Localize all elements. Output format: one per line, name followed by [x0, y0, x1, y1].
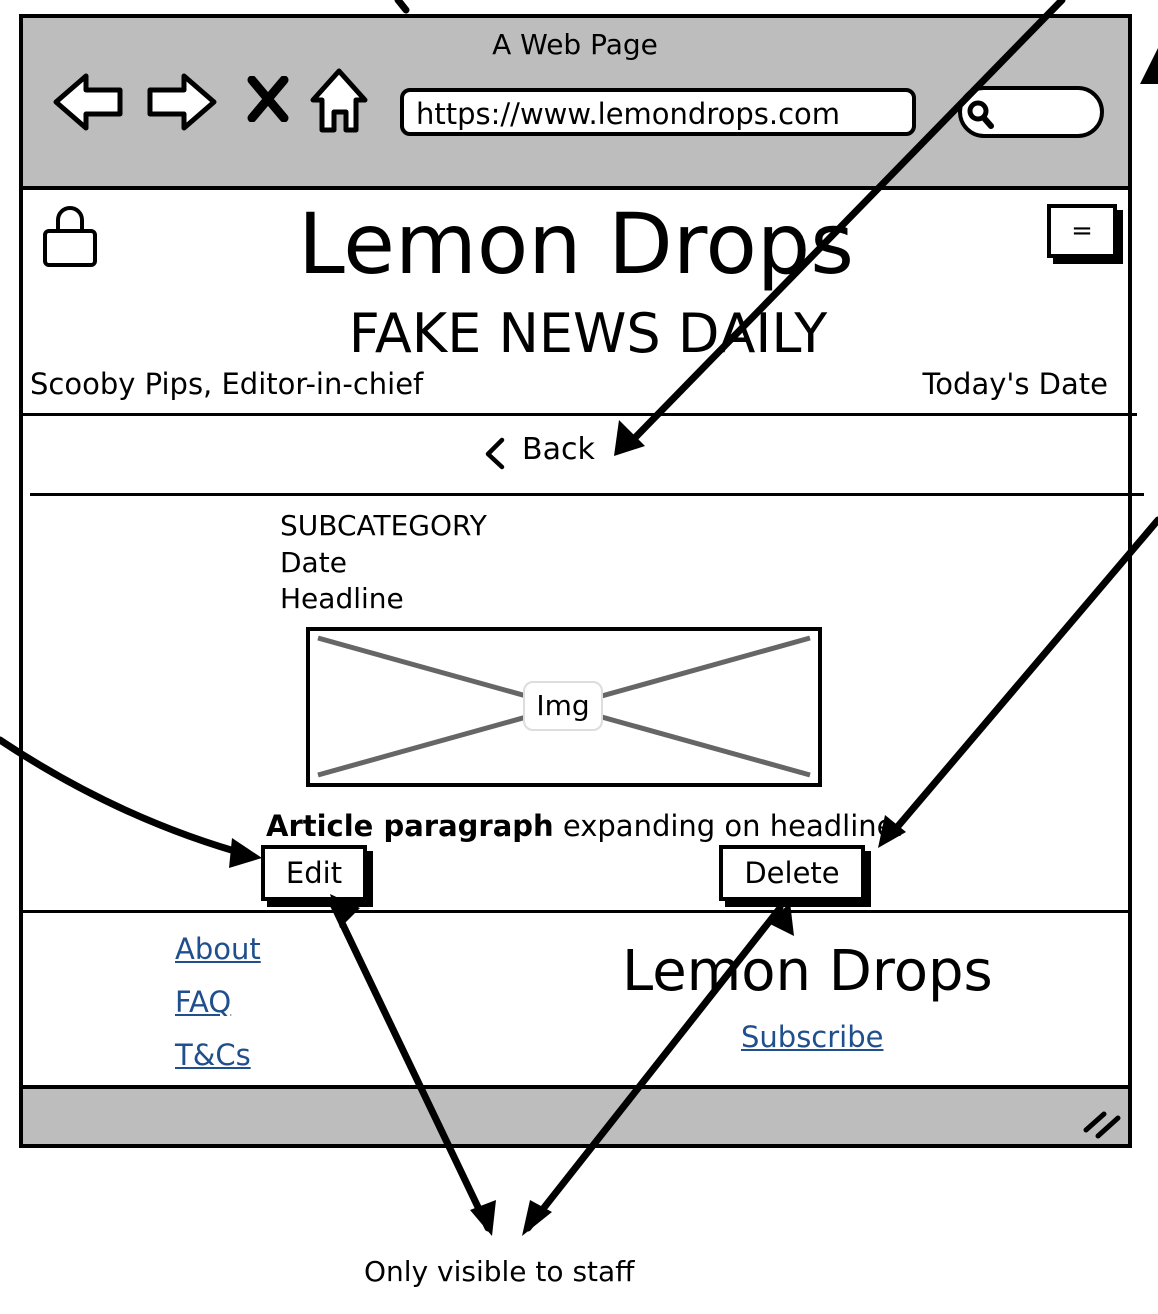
arrowhead-edit — [229, 838, 262, 868]
browser-window — [19, 14, 1132, 1148]
arrowhead-staff-left — [470, 1200, 496, 1236]
arrow-to-back — [621, 0, 1066, 452]
article-subcategory: SUBCATEGORY — [280, 509, 487, 542]
site-subtitle: FAKE NEWS DAILY — [348, 302, 828, 365]
footer-link-tcs[interactable]: T&Cs — [175, 1038, 251, 1072]
site-title: Lemon Drops — [297, 195, 854, 293]
search-input[interactable] — [958, 86, 1104, 138]
arrow-staff-edit — [328, 898, 492, 1232]
article-paragraph-rest: expanding on headline. — [553, 809, 904, 843]
header-divider — [23, 413, 1137, 416]
nav-divider — [30, 493, 1144, 496]
arrowhead-top-right — [1140, 48, 1158, 84]
image-label: Img — [523, 681, 603, 731]
browser-statusbar — [23, 1085, 1128, 1144]
article-date: Date — [280, 546, 347, 579]
back-label: Back — [522, 432, 595, 467]
article-paragraph: Article paragraph expanding on headline. — [266, 812, 904, 841]
arrowhead-staff-right — [522, 1200, 552, 1236]
footer-divider — [23, 910, 1128, 913]
shopping-bag-icon[interactable] — [40, 205, 100, 271]
arrowhead-delete-up — [770, 902, 794, 936]
footer-link-faq[interactable]: FAQ — [175, 985, 232, 1019]
article-headline: Headline — [280, 582, 404, 615]
footer-brand: Lemon Drops — [622, 939, 993, 1004]
arrow-staff-delete — [524, 904, 784, 1232]
staff-annotation: Only visible to staff — [364, 1255, 635, 1288]
arrow-to-delete — [884, 516, 1158, 842]
delete-button[interactable]: Delete — [719, 845, 865, 901]
back-link[interactable]: Back — [480, 432, 620, 472]
back-arrow-icon[interactable] — [52, 70, 126, 134]
edit-button[interactable]: Edit — [261, 845, 367, 901]
todays-date: Today's Date — [922, 367, 1108, 401]
arrow-top-stub — [394, 0, 410, 14]
footer-link-about[interactable]: About — [175, 932, 261, 966]
stop-x-icon[interactable] — [246, 76, 290, 122]
window-title: A Web Page — [492, 28, 658, 61]
home-icon[interactable] — [308, 66, 370, 136]
search-icon — [967, 100, 994, 129]
arrowhead-back — [614, 420, 645, 456]
arrow-to-edit — [0, 736, 256, 860]
arrowhead-edit-up — [330, 894, 360, 928]
article-paragraph-bold: Article paragraph — [266, 809, 554, 843]
resize-grip-icon[interactable] — [1082, 1106, 1124, 1140]
subscribe-link[interactable]: Subscribe — [741, 1020, 884, 1054]
forward-arrow-icon[interactable] — [144, 70, 218, 134]
editor-name: Scooby Pips, Editor-in-chief — [30, 367, 424, 401]
menu-button[interactable]: = — [1047, 204, 1117, 258]
arrowhead-delete — [878, 815, 906, 848]
chevron-left-icon — [485, 437, 505, 470]
url-input[interactable]: https://www.lemondrops.com — [400, 88, 916, 136]
